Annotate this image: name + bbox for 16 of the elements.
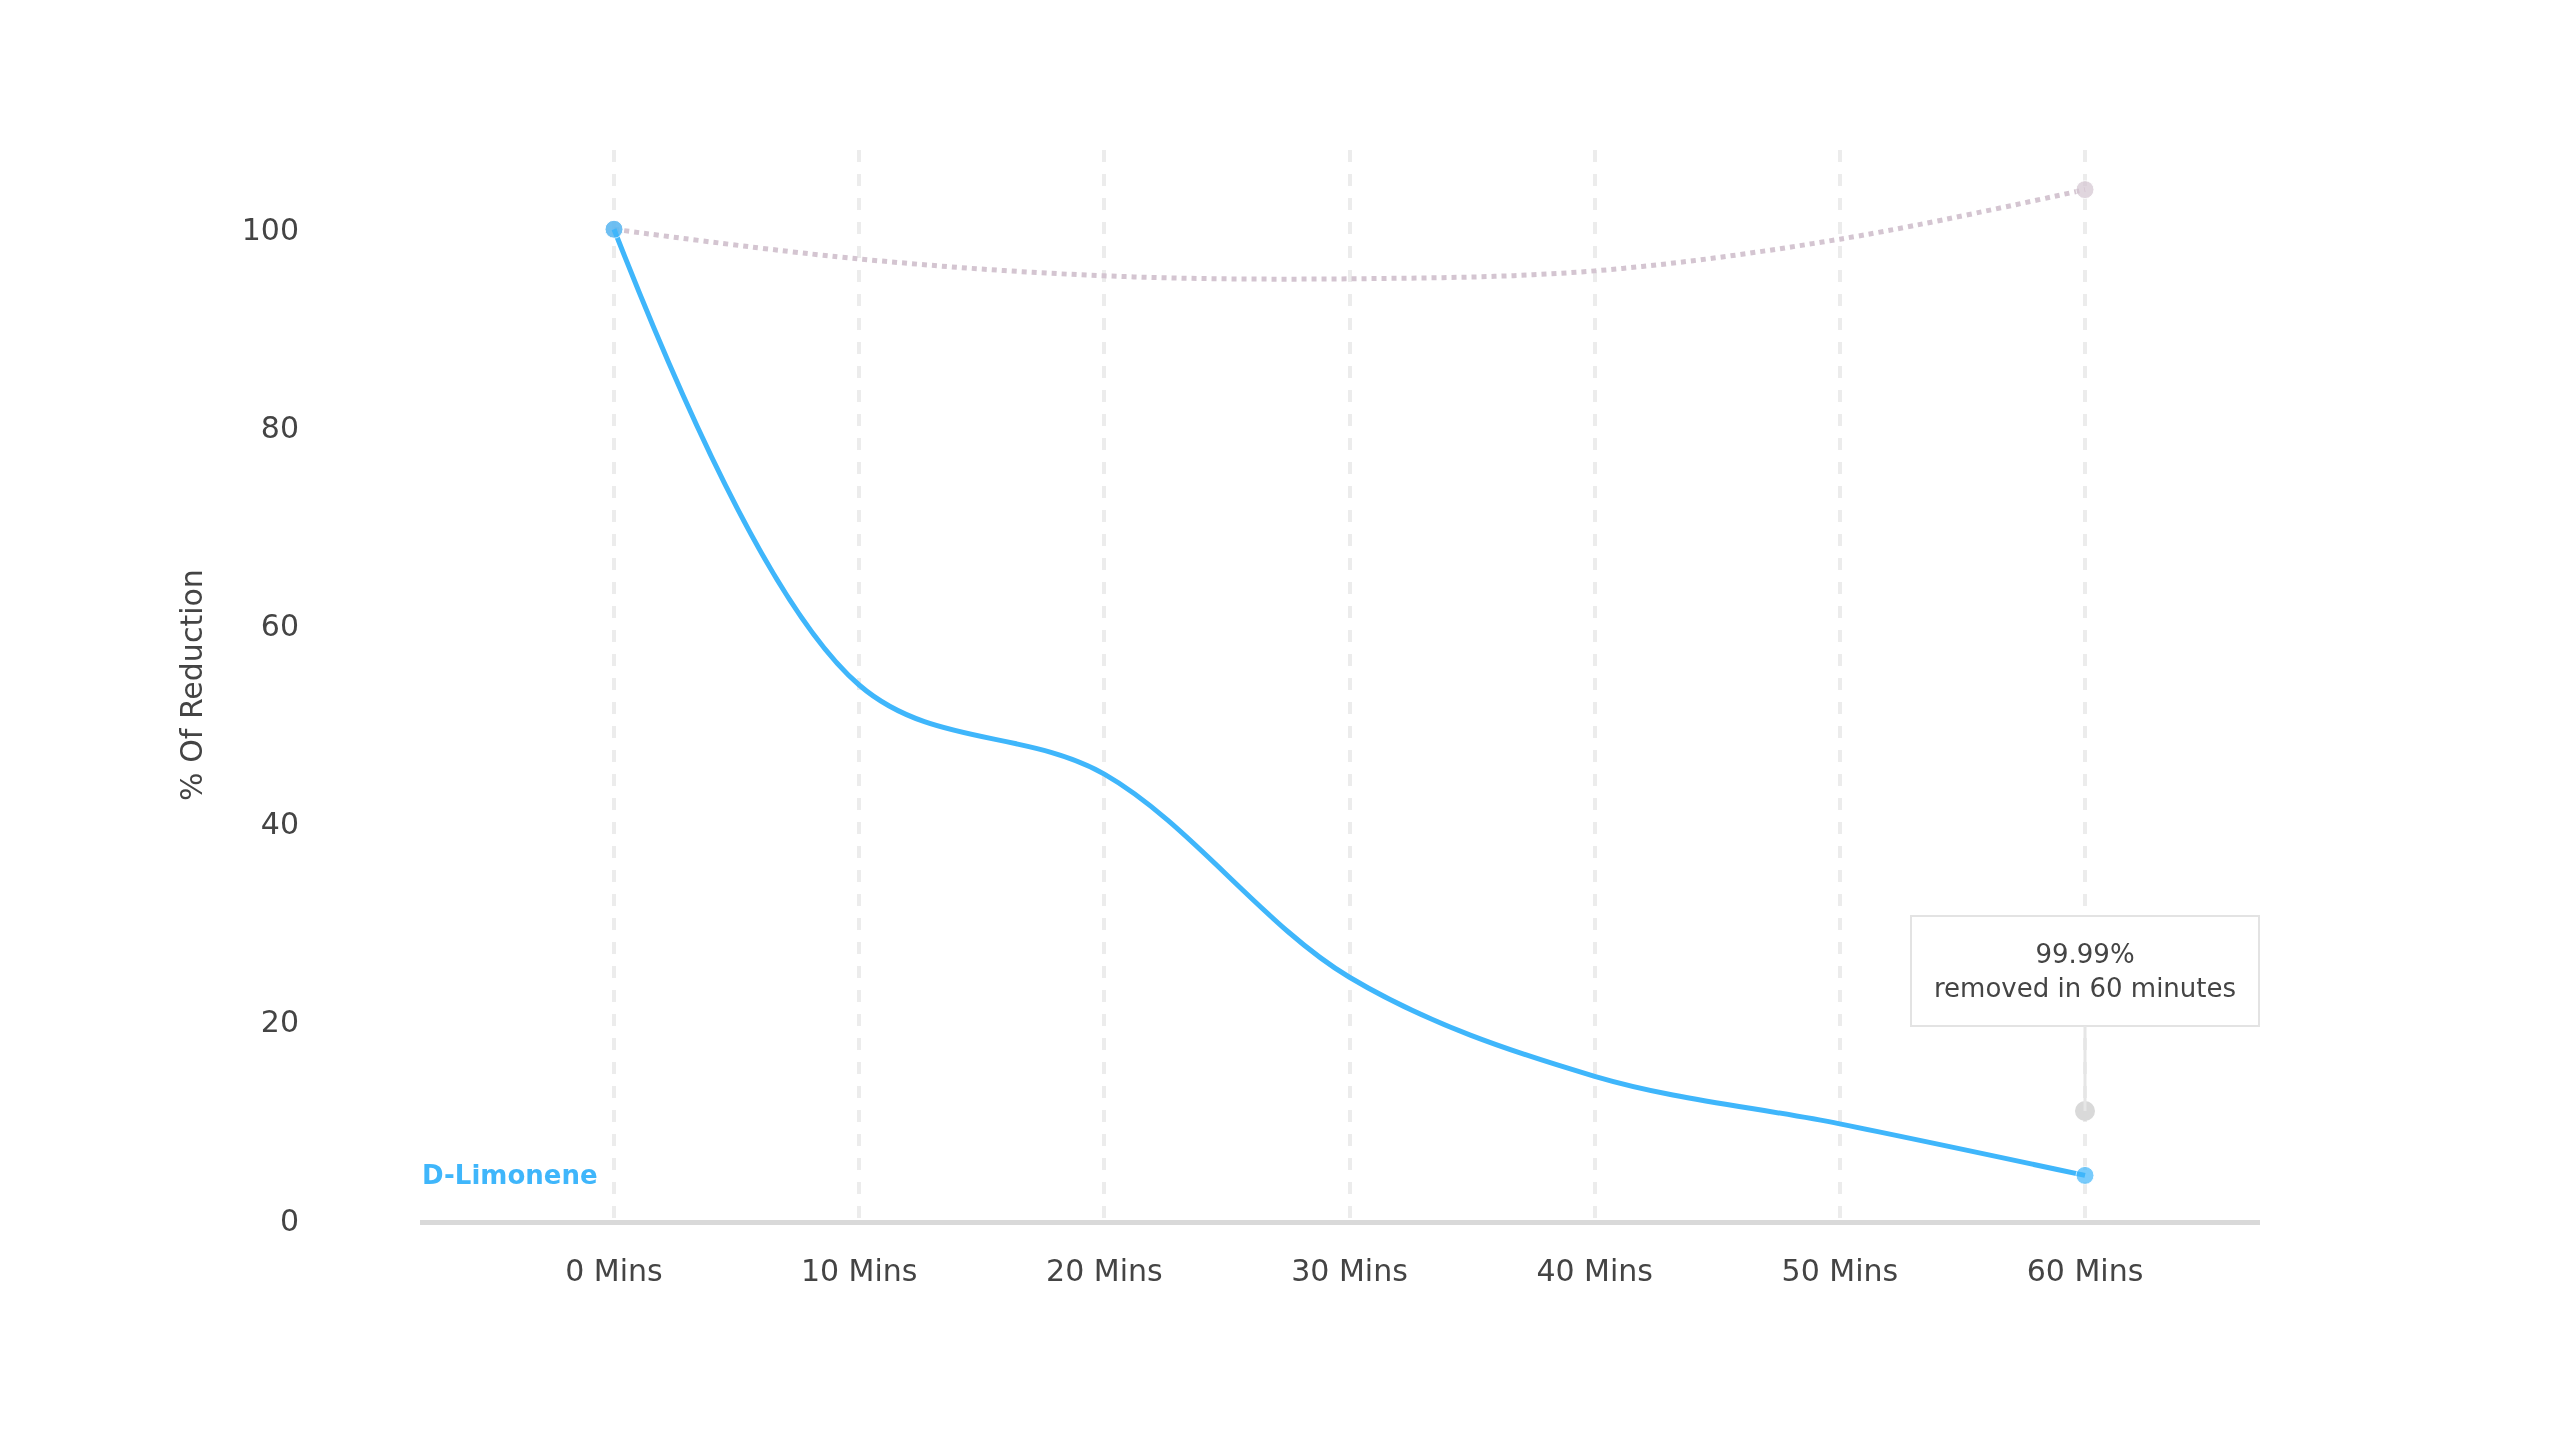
x-tick-label: 20 Mins (1046, 1253, 1163, 1288)
x-tick-label: 50 Mins (1781, 1253, 1899, 1288)
y-tick-label: 100 (241, 211, 299, 247)
x-tick-label: 30 Mins (1291, 1253, 1408, 1288)
y-tick-label: 60 (260, 608, 299, 644)
x-tick-label: 0 Mins (565, 1253, 663, 1288)
y-axis-title: % Of Reduction (173, 569, 209, 801)
x-tick-label: 60 Mins (2026, 1253, 2144, 1288)
y-tick-label: 0 (279, 1202, 299, 1238)
y-tick-label: 40 (260, 806, 299, 842)
y-tick-label: 80 (260, 409, 299, 445)
text: D-Limonene (422, 1160, 598, 1190)
x-tick-label: 10 Mins (800, 1253, 918, 1288)
annotation: 99.99% removed in 60 minutes (1934, 939, 2237, 1003)
y-tick-label: 20 (260, 1004, 299, 1040)
x-tick-label: 40 Mins (1536, 1253, 1653, 1288)
